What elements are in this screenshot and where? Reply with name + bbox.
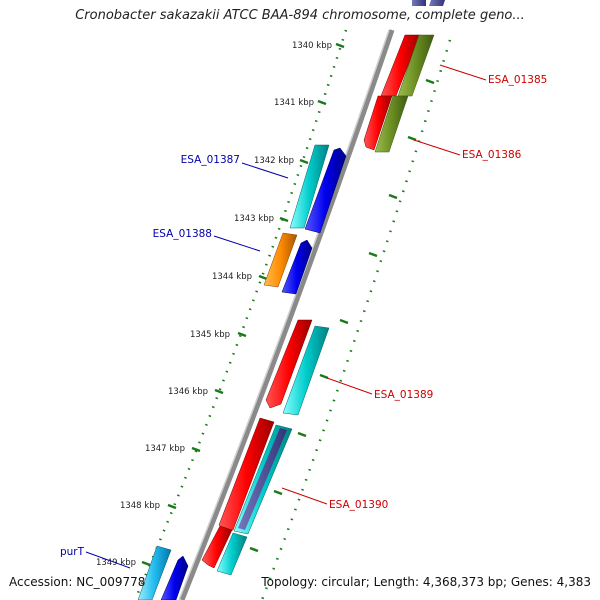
scale-tick-label: 1347 kbp <box>145 444 185 454</box>
scale-tick-label: 1346 kbp <box>168 387 208 397</box>
gene-label-esa-01389[interactable]: ESA_01389 <box>374 389 433 401</box>
callout-line <box>241 162 289 179</box>
callout-line <box>213 235 261 252</box>
callout-line <box>85 551 131 569</box>
scale-tick-label: 1342 kbp <box>254 156 294 166</box>
scale-tick-label: 1345 kbp <box>190 330 230 340</box>
gene-label-esa-01390[interactable]: ESA_01390 <box>329 499 388 511</box>
gene-feature-esa-01386[interactable] <box>363 95 409 153</box>
callout-line <box>413 139 461 156</box>
gene-feature-esa-01388[interactable] <box>263 232 313 295</box>
gene-feature-esa-01390[interactable] <box>201 417 293 576</box>
outer-ticks <box>249 78 435 553</box>
callout-line <box>326 377 373 395</box>
scale-tick-label: 1341 kbp <box>274 98 314 108</box>
scale-tick-label: 1348 kbp <box>120 501 160 511</box>
gene-feature-esa-01385[interactable] <box>380 0 445 97</box>
gene-feature-esa-01389[interactable] <box>265 319 330 416</box>
gene-label-esa-01385[interactable]: ESA_01385 <box>488 74 547 86</box>
callout-line <box>439 64 487 81</box>
scale-ticks <box>141 42 345 567</box>
gene-feature-purt[interactable] <box>137 545 189 600</box>
topology-label: Topology: circular; Length: 4,368,373 bp… <box>261 575 591 589</box>
gene-label-esa-01386[interactable]: ESA_01386 <box>462 149 522 161</box>
callout-line <box>281 487 328 505</box>
gene-feature-esa-01387[interactable] <box>289 144 347 234</box>
scale-tick-label: 1340 kbp <box>292 41 332 51</box>
accession-label: Accession: NC_009778 <box>9 575 146 589</box>
gene-label-esa-01388[interactable]: ESA_01388 <box>153 228 212 240</box>
scale-tick-label: 1343 kbp <box>234 214 274 224</box>
genome-title: Cronobacter sakazakii ATCC BAA-894 chrom… <box>75 8 525 23</box>
gene-label-purt[interactable]: purT <box>60 546 85 558</box>
scale-tick-label: 1344 kbp <box>212 272 252 282</box>
gene-label-esa-01387[interactable]: ESA_01387 <box>181 154 240 166</box>
chromosome-backbone <box>179 29 395 600</box>
